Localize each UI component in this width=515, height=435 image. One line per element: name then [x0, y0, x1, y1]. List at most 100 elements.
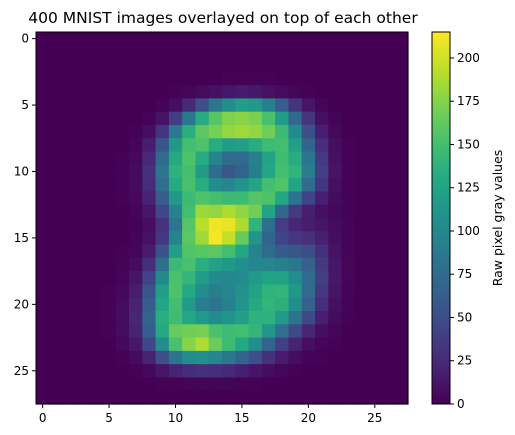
heatmap-cell [62, 311, 77, 325]
heatmap-cell [195, 297, 210, 312]
heatmap-cell [275, 32, 290, 46]
heatmap-cell [36, 204, 50, 219]
heatmap-cell [341, 45, 356, 60]
heatmap-cell [208, 204, 223, 219]
heatmap-cell [102, 350, 117, 365]
heatmap-cell [62, 71, 77, 86]
heatmap-cell [182, 71, 197, 86]
heatmap-cell [394, 364, 409, 379]
heatmap-cell [168, 204, 183, 219]
heatmap-cell [36, 125, 50, 139]
heatmap-cell [195, 324, 210, 339]
heatmap-cell [182, 324, 197, 339]
heatmap-cell [182, 125, 197, 139]
heatmap-cell [328, 337, 343, 352]
heatmap-cell [168, 311, 183, 325]
heatmap-cell [381, 231, 396, 246]
heatmap-cell [208, 271, 223, 286]
heatmap-cell [248, 311, 263, 325]
heatmap-cell [75, 151, 90, 166]
heatmap-cell [222, 350, 236, 365]
heatmap-cell [248, 178, 263, 193]
heatmap-cell [341, 297, 356, 312]
heatmap-cell [115, 85, 130, 100]
heatmap-cell [195, 111, 210, 126]
heatmap-cell [182, 257, 197, 272]
heatmap-cell [248, 218, 263, 232]
heatmap-cell [394, 138, 409, 153]
heatmap-cell [208, 377, 223, 392]
heatmap-cell [328, 284, 343, 299]
heatmap-cell [368, 271, 383, 286]
heatmap-cell [288, 350, 303, 365]
heatmap-cell [168, 191, 183, 206]
heatmap-cell [328, 350, 343, 365]
heatmap-cell [275, 191, 290, 206]
heatmap-cell [155, 32, 170, 46]
heatmap-cell [354, 151, 369, 166]
heatmap-cell [381, 257, 396, 272]
heatmap-cell [235, 178, 250, 193]
heatmap-cell [115, 231, 130, 246]
heatmap-cell [195, 377, 210, 392]
heatmap-cell [275, 231, 290, 246]
heatmap-cell [235, 244, 250, 259]
x-tick-label: 15 [234, 411, 249, 425]
heatmap-cell [89, 257, 104, 272]
heatmap-cell [301, 45, 316, 60]
heatmap-cell [394, 111, 409, 126]
heatmap-cell [275, 85, 290, 100]
heatmap-cell [49, 218, 64, 232]
heatmap-cell [115, 164, 130, 179]
heatmap-cell [102, 138, 117, 153]
heatmap-cell [36, 85, 50, 100]
heatmap-cell [102, 311, 117, 325]
heatmap-cell [328, 231, 343, 246]
heatmap-cell [155, 324, 170, 339]
heatmap-cell [222, 32, 236, 46]
heatmap-cell [248, 257, 263, 272]
heatmap-cell [275, 151, 290, 166]
heatmap-cell [129, 85, 143, 100]
heatmap-cell [368, 71, 383, 86]
heatmap-cell [142, 218, 157, 232]
heatmap-cell [155, 98, 170, 113]
heatmap-cell [102, 284, 117, 299]
heatmap-cell [62, 85, 77, 100]
heatmap-cell [129, 125, 143, 139]
heatmap-cell [341, 390, 356, 405]
heatmap-cell [328, 138, 343, 153]
heatmap-cell [248, 244, 263, 259]
heatmap-cell [115, 138, 130, 153]
heatmap-cell [89, 45, 104, 60]
heatmap-cell [394, 164, 409, 179]
heatmap-cell [49, 271, 64, 286]
heatmap-cell [341, 271, 356, 286]
heatmap-cell [222, 178, 236, 193]
heatmap-cell [235, 32, 250, 46]
heatmap-cell [182, 350, 197, 365]
heatmap-cell [368, 45, 383, 60]
heatmap-cell [62, 271, 77, 286]
heatmap-cell [142, 125, 157, 139]
heatmap-cell [36, 111, 50, 126]
heatmap-cell [354, 178, 369, 193]
colorbar-tick-label: 125 [457, 181, 480, 195]
heatmap-cell [168, 98, 183, 113]
heatmap-cell [102, 204, 117, 219]
heatmap-cell [248, 271, 263, 286]
heatmap-cell [62, 231, 77, 246]
heatmap-cell [394, 257, 409, 272]
heatmap-cell [75, 71, 90, 86]
y-tick-label: 25 [14, 364, 29, 378]
heatmap-cell [368, 58, 383, 73]
heatmap-cell [75, 85, 90, 100]
heatmap-cell [155, 178, 170, 193]
y-tick-label: 20 [14, 297, 29, 311]
heatmap-cell [75, 231, 90, 246]
heatmap-cell [288, 191, 303, 206]
heatmap-cell [102, 111, 117, 126]
heatmap-cell [235, 58, 250, 73]
heatmap-cell [288, 138, 303, 153]
heatmap-cell [142, 191, 157, 206]
